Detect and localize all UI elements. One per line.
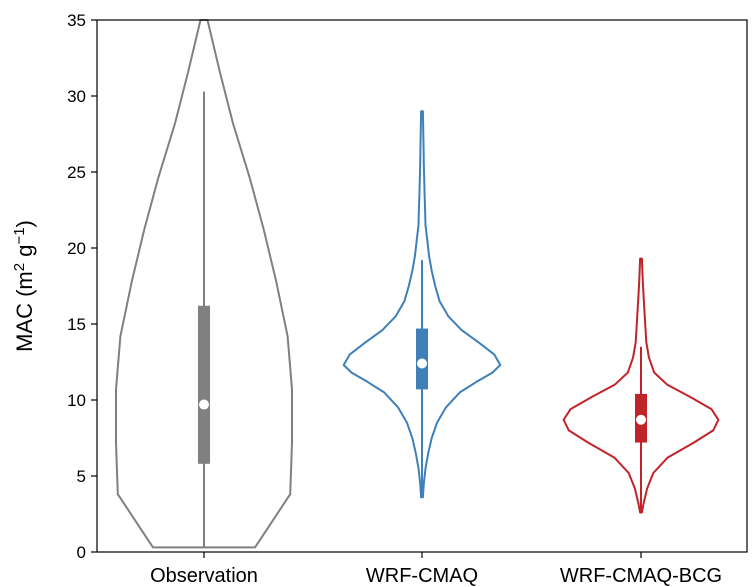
violin-body (342, 110, 502, 499)
x-category-label: WRF-CMAQ-BCG (560, 565, 722, 587)
plot-frame (96, 19, 748, 553)
x-category-label: Observation (150, 565, 258, 587)
y-tick-label: 35 (67, 11, 86, 30)
y-axis-title: MAC (m2 g−1) (11, 220, 38, 352)
x-category-label: WRF-CMAQ (366, 565, 478, 587)
y-tick-label: 15 (67, 315, 86, 334)
violin-group (562, 257, 720, 514)
y-axis-ticks: 0 5 10 15 20 25 30 35 (67, 11, 97, 562)
y-axis-title-sup2: −1 (11, 227, 28, 244)
y-tick-label: 0 (77, 543, 86, 562)
violin-median-dot (417, 358, 427, 369)
x-axis-category-labels: Observation WRF-CMAQ WRF-CMAQ-BCG (150, 552, 722, 587)
y-axis-title-sup1: 2 (11, 263, 28, 271)
violin-iqr-box (198, 305, 210, 464)
y-axis-title-end: ) (12, 220, 37, 227)
violin-median-dot (199, 399, 209, 410)
y-axis-title-base: MAC (m (12, 271, 37, 352)
y-tick-label: 20 (67, 239, 86, 258)
y-axis-title-mid: g (12, 245, 37, 263)
y-tick-label: 5 (77, 467, 86, 486)
y-tick-label: 25 (67, 163, 86, 182)
y-tick-label: 10 (67, 391, 86, 410)
violin-median-dot (636, 414, 646, 425)
violin-body (562, 257, 720, 514)
y-tick-label: 30 (67, 87, 86, 106)
violin-group (342, 110, 502, 499)
violin-layer (115, 19, 720, 549)
